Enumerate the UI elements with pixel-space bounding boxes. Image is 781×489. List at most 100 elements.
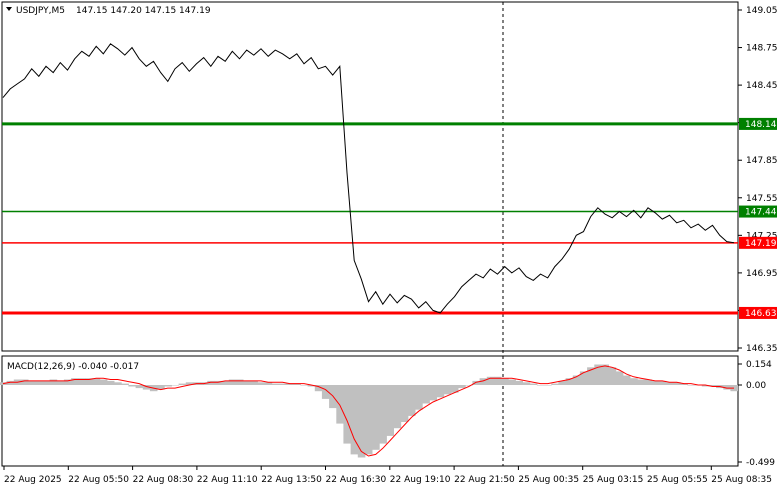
macd-histogram-bar bbox=[594, 364, 602, 385]
macd-histogram-bar bbox=[343, 385, 351, 444]
macd-histogram-bar bbox=[71, 378, 79, 385]
macd-histogram-bar bbox=[121, 383, 129, 385]
macd-histogram-bar bbox=[228, 379, 237, 385]
macd-histogram-bar bbox=[63, 379, 72, 385]
macd-histogram-bar bbox=[651, 380, 660, 385]
price-level-tag-label: 146.63 bbox=[745, 309, 777, 319]
macd-histogram-bar bbox=[293, 383, 301, 385]
price-level-tag bbox=[739, 306, 777, 319]
macd-histogram-bar bbox=[644, 379, 652, 385]
macd-histogram-bar bbox=[42, 380, 50, 385]
macd-histogram-bar bbox=[78, 378, 86, 385]
macd-histogram-bar bbox=[350, 385, 359, 455]
macd-histogram-bar bbox=[250, 380, 258, 385]
macd-histogram-bar bbox=[415, 385, 423, 410]
time-tick-label: 22 Aug 11:10 bbox=[197, 475, 258, 485]
macd-histogram-bar bbox=[307, 385, 316, 387]
macd-histogram-bar bbox=[286, 383, 294, 385]
macd-histogram-bar bbox=[407, 385, 416, 416]
macd-histogram-bar bbox=[178, 383, 187, 385]
macd-histogram-bar bbox=[465, 385, 473, 386]
price-level-tags: 148.14 147.44 147.19 146.63 bbox=[739, 117, 777, 319]
price-level-tag bbox=[739, 205, 777, 218]
macd-histogram-bar bbox=[92, 378, 101, 385]
price-level-tag-label: 147.19 bbox=[745, 239, 777, 249]
dropdown-arrow-icon[interactable] bbox=[6, 7, 12, 11]
macd-histogram-bar bbox=[164, 385, 172, 387]
macd-histogram-bar bbox=[486, 376, 495, 385]
price-level-tag-label: 147.44 bbox=[745, 208, 777, 218]
macd-histogram-bar bbox=[207, 380, 215, 385]
macd-histogram-bar bbox=[708, 385, 717, 387]
macd-histogram-bar bbox=[85, 378, 93, 385]
macd-histogram-bar bbox=[572, 375, 581, 385]
macd-histogram-bar bbox=[56, 380, 65, 385]
macd-histogram-bar bbox=[128, 385, 136, 387]
time-tick-label: 22 Aug 05:50 bbox=[68, 475, 129, 485]
macd-histogram-bar bbox=[637, 379, 645, 385]
macd-histogram-bar bbox=[135, 385, 144, 389]
macd-histogram-bar bbox=[257, 382, 265, 385]
macd-histogram-bar bbox=[687, 385, 695, 386]
time-axis: 22 Aug 2025 22 Aug 05:50 22 Aug 08:30 22 Au… bbox=[3, 466, 772, 485]
macd-histogram-bar bbox=[99, 379, 108, 385]
macd-histogram-bar bbox=[673, 382, 681, 385]
macd-histogram-bar bbox=[472, 380, 480, 385]
macd-histogram-bar bbox=[372, 385, 380, 450]
macd-histogram-bar bbox=[235, 379, 244, 385]
time-tick-label: 22 Aug 16:30 bbox=[326, 475, 387, 485]
macd-histogram-bar bbox=[336, 385, 344, 424]
time-tick-label: 25 Aug 03:15 bbox=[583, 475, 644, 485]
macd-histogram-bar bbox=[364, 385, 373, 455]
price-tick-label: 147.25 bbox=[746, 231, 778, 241]
macd-histogram-bar bbox=[386, 385, 394, 436]
macd-histogram-bar bbox=[579, 371, 588, 385]
macd-histogram-bar bbox=[49, 379, 58, 385]
macd-histogram-bar bbox=[730, 385, 738, 392]
macd-histogram-bar bbox=[400, 385, 409, 422]
macd-histogram-bar bbox=[701, 385, 710, 387]
macd-histogram-bar bbox=[443, 385, 452, 395]
ohlc-readout: 147.15 147.20 147.15 147.19 bbox=[76, 6, 211, 16]
time-tick-label: 25 Aug 08:35 bbox=[711, 475, 772, 485]
macd-histogram-bar bbox=[264, 382, 273, 385]
macd-histogram-bar bbox=[450, 385, 459, 393]
macd-histogram-bar bbox=[680, 383, 688, 385]
price-tick-label: 148.75 bbox=[746, 44, 778, 54]
macd-histogram-bar bbox=[479, 378, 488, 385]
macd-histogram-bar bbox=[243, 380, 251, 385]
time-tick-label: 22 Aug 2025 bbox=[4, 475, 62, 485]
macd-histogram-bar bbox=[587, 367, 595, 385]
macd-histogram-bar bbox=[630, 378, 638, 385]
macd-signal-line bbox=[2, 365, 734, 457]
macd-histogram-bar bbox=[558, 380, 566, 385]
macd-histogram-bar bbox=[357, 385, 366, 458]
macd-histogram-bar bbox=[544, 385, 552, 386]
macd-histogram-bar bbox=[28, 380, 36, 385]
price-series-line bbox=[2, 43, 735, 314]
macd-histogram-bar bbox=[551, 383, 559, 385]
time-tick-label: 22 Aug 13:50 bbox=[261, 475, 322, 485]
macd-histogram-bar bbox=[221, 380, 230, 385]
macd-histogram-bar bbox=[321, 385, 330, 399]
time-tick-label: 22 Aug 19:10 bbox=[390, 475, 451, 485]
macd-histogram-bar bbox=[214, 380, 222, 385]
macd-histogram-bar bbox=[601, 364, 609, 385]
macd-histogram-bar bbox=[723, 385, 731, 390]
macd-histogram-bar bbox=[271, 383, 280, 385]
time-tick-label: 25 Aug 00:35 bbox=[518, 475, 579, 485]
macd-title: MACD(12,26,9) -0.040 -0.017 bbox=[7, 362, 139, 372]
macd-tick-label: -0.499 bbox=[746, 458, 775, 468]
price-panel[interactable] bbox=[1, 1, 739, 352]
macd-histogram-bar bbox=[422, 385, 430, 404]
macd-histogram-bar bbox=[314, 385, 323, 392]
macd-histogram-bar bbox=[171, 385, 179, 386]
macd-histogram-bar bbox=[665, 382, 674, 385]
macd-histogram-bar bbox=[658, 380, 667, 385]
macd-histogram-bar bbox=[529, 383, 538, 385]
macd-histogram-bar bbox=[106, 380, 115, 385]
price-axis: 149.05148.75148.45148.15147.85147.55147.… bbox=[738, 6, 778, 354]
macd-histogram-bar bbox=[458, 385, 466, 389]
symbol-label: USDJPY,M5 bbox=[16, 6, 65, 16]
